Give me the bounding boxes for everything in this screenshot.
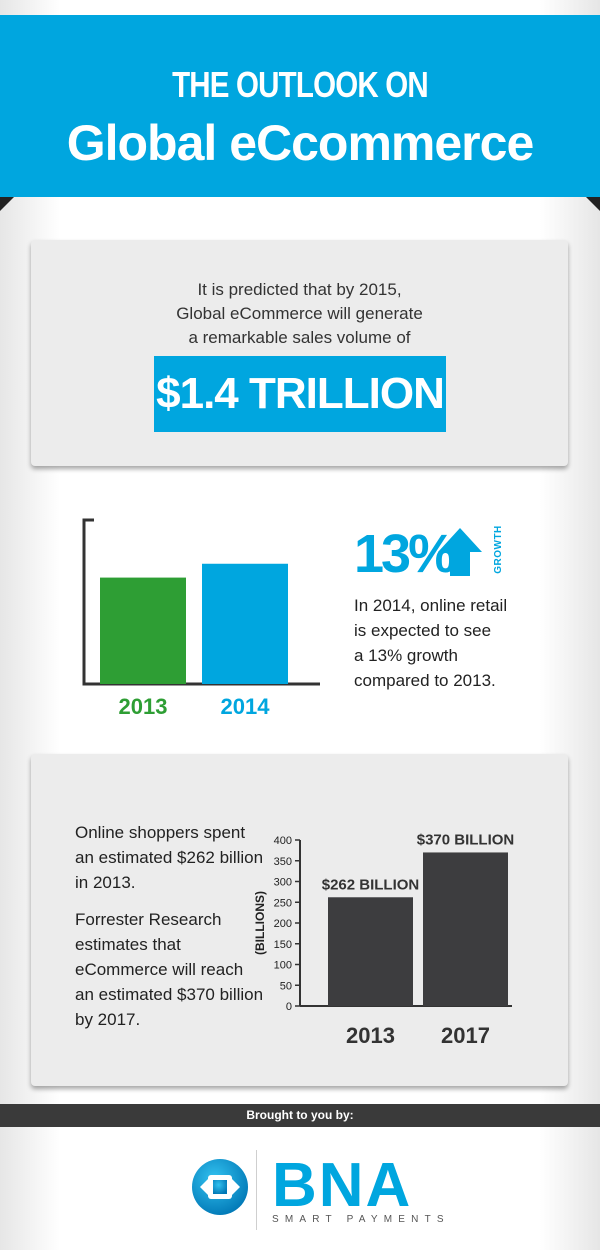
growth-label: GROWTH	[486, 525, 506, 578]
bna-logo-icon	[192, 1159, 248, 1215]
y-tick-label: 100	[274, 960, 292, 972]
y-tick-label: 350	[274, 856, 292, 868]
data-label: $262 BILLION	[322, 876, 420, 893]
prediction-panel: It is predicted that by 2015, Global eCo…	[31, 240, 568, 466]
prediction-text: It is predicted that by 2015, Global eCo…	[31, 278, 568, 350]
growth-percent: 13%	[354, 524, 456, 584]
up-arrow-icon	[438, 528, 482, 576]
header-kicker: THE OUTLOOK ON	[172, 64, 429, 105]
spending-text: Online shoppers spent an estimated $262 …	[75, 820, 265, 1044]
prediction-line-1: It is predicted that by 2015,	[197, 280, 402, 299]
spending-para-2: Forrester Research estimates that eComme…	[75, 910, 264, 1029]
y-tick-label: 200	[274, 918, 292, 930]
growth-line-2: is expected to see	[354, 621, 492, 640]
logo-tagline: SMART PAYMENTS	[272, 1214, 450, 1225]
y-tick-label: 50	[280, 980, 292, 992]
logo-name: BNA	[272, 1151, 413, 1220]
x-tick-label: 2013	[119, 694, 168, 719]
x-tick-label: 2014	[221, 694, 271, 719]
growth-label-text: GROWTH	[492, 525, 504, 574]
ribbon-fold-left	[0, 197, 14, 211]
trillion-highlight: $1.4 TRILLION	[154, 356, 446, 432]
growth-line-4: compared to 2013.	[354, 671, 496, 690]
growth-line-1: In 2014, online retail	[354, 596, 508, 615]
y-tick-label: 0	[286, 1001, 292, 1013]
bar-2013	[328, 897, 413, 1006]
y-tick-label: 300	[274, 877, 292, 889]
bar-2013	[100, 577, 186, 684]
y-tick-label: 400	[274, 835, 292, 847]
footer-bar: Brought to you by:	[0, 1104, 600, 1127]
logo-divider	[256, 1150, 257, 1230]
ribbon-fold-right	[586, 197, 600, 211]
spending-para-1: Online shoppers spent an estimated $262 …	[75, 823, 264, 892]
bar-2014	[202, 563, 288, 684]
growth-line-3: a 13% growth	[354, 646, 458, 665]
header-title: Global eCcommerce	[66, 115, 535, 171]
x-tick-label: 2013	[346, 1023, 395, 1048]
bar-2017	[423, 852, 508, 1006]
x-tick-label: 2017	[441, 1023, 490, 1048]
y-axis-label: (BILLIONS)	[253, 891, 267, 955]
y-tick-label: 150	[274, 939, 292, 951]
prediction-line-2: Global eCommerce will generate	[176, 304, 423, 323]
growth-description: In 2014, online retail is expected to se…	[354, 593, 534, 693]
header-banner: THE OUTLOOK ON Global eCcommerce	[0, 15, 600, 197]
y-tick-label: 250	[274, 897, 292, 909]
prediction-line-3: a remarkable sales volume of	[188, 328, 411, 347]
spending-bar-chart: 0 50 100 150 200 250 300 350 400 (BILLIONS) $262 B…	[253, 831, 515, 1048]
data-label: $370 BILLION	[417, 831, 515, 848]
growth-bar-chart: 2013 2014	[82, 518, 320, 719]
